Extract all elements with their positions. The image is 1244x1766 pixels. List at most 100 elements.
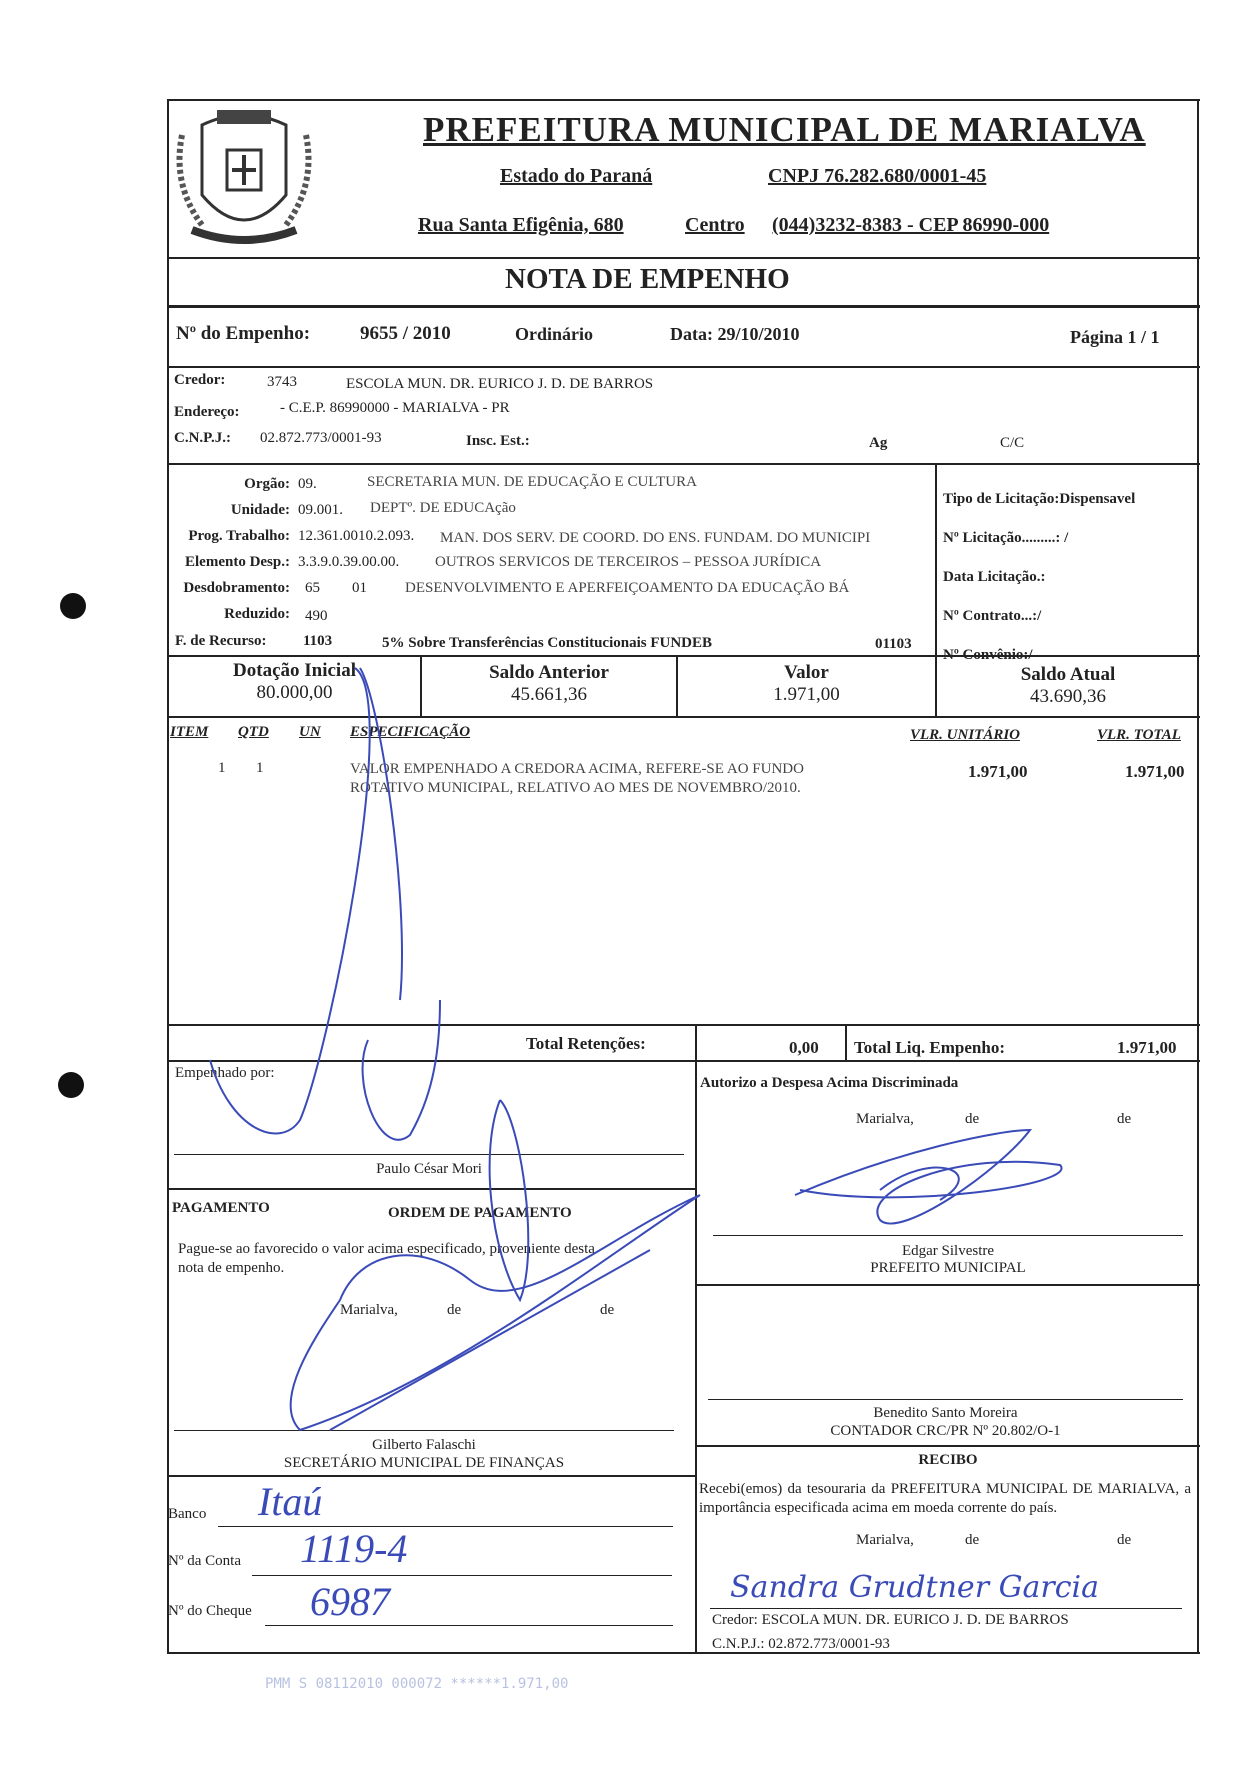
desd-desc: DESENVOLVIMENTO E APERFEIÇOAMENTO DA EDU…: [405, 580, 850, 596]
credor-name: ESCOLA MUN. DR. EURICO J. D. DE BARROS: [346, 376, 654, 392]
divider: [845, 1024, 847, 1061]
contador-signature-block: Benedito Santo Moreira CONTADOR CRC/PR Nº…: [708, 1404, 1183, 1440]
signature-line: [174, 1154, 684, 1155]
item-spec: VALOR EMPENHADO A CREDORA ACIMA, REFERE-…: [350, 760, 804, 798]
empenho-date: Data: 29/10/2010: [670, 324, 800, 344]
endereco-label: Endereço:: [174, 404, 240, 420]
balance-value: 43.690,36: [1030, 686, 1106, 707]
de: de: [1117, 1532, 1132, 1548]
coat-of-arms-logo: [176, 110, 312, 244]
liq-empenho-label: Total Liq. Empenho:: [854, 1038, 1005, 1057]
city: Marialva,: [856, 1532, 914, 1548]
banco-handwritten: Itaú: [258, 1479, 323, 1524]
desd-label: Desdobramento:: [183, 580, 290, 596]
recibo-credor: Credor: ESCOLA MUN. DR. EURICO J. D. DE …: [712, 1612, 1069, 1628]
signature-line: [708, 1399, 1183, 1400]
elem-desc: OUTROS SERVICOS DE TERCEIROS – PESSOA JU…: [435, 554, 822, 570]
numero-convenio: Nº Convênio:/: [943, 647, 1033, 663]
spec-line: ROTATIVO MUNICIPAL, RELATIVO AO MES DE N…: [350, 780, 801, 796]
signature-stroke: [361, 999, 441, 1141]
contador-role: CONTADOR CRC/PR Nº 20.802/O-1: [830, 1423, 1061, 1439]
orgao-desc: SECRETARIA MUN. DE EDUCAÇÃO E CULTURA: [367, 474, 697, 490]
frame-top: [167, 99, 1200, 101]
valor: Valor 1.971,00: [678, 662, 935, 706]
empenho-number: 9655 / 2010: [360, 323, 451, 344]
unidade-code: 09.001.: [298, 502, 343, 518]
prefeito-signature-block: Edgar Silvestre PREFEITO MUNICIPAL: [713, 1243, 1183, 1277]
reduzido-code: 490: [305, 608, 328, 624]
reduzido-label: Reduzido:: [224, 606, 290, 622]
cnpj-label: C.N.P.J.:: [174, 430, 231, 446]
empenho-type: Ordinário: [515, 324, 594, 344]
orgao-label: Orgão:: [244, 476, 290, 492]
credor-handwritten-signature: Sandra Grudtner Garcia: [730, 1570, 1100, 1605]
divider: [167, 655, 1200, 657]
signature-line: [713, 1235, 1183, 1236]
divider: [167, 305, 1200, 308]
divider: [935, 463, 937, 655]
prefeito-signature-stroke: [794, 1128, 1063, 1225]
fonte-code: 1103: [303, 633, 333, 649]
conta-handwritten: 1119-4: [300, 1526, 408, 1571]
balance-value: 1.971,00: [773, 684, 840, 705]
col-un: UN: [299, 724, 321, 740]
municipality-title: PREFEITURA MUNICIPAL DE MARIALVA: [423, 110, 1146, 149]
liq-empenho-value: 1.971,00: [1117, 1038, 1177, 1057]
city: Marialva,: [856, 1111, 914, 1127]
empenhado-label: Empenhado por:: [175, 1065, 275, 1081]
divider: [167, 1475, 697, 1477]
punch-hole: [58, 1072, 84, 1098]
validation-stamp: PMM S 08112010 000072 ******1.971,00: [265, 1676, 569, 1692]
credor-label: Credor:: [174, 372, 226, 388]
secretario-name: Gilberto Falaschi: [372, 1437, 476, 1453]
cheque-handwritten: 6987: [310, 1579, 390, 1624]
divider: [695, 1445, 1200, 1447]
credor-code: 3743: [267, 374, 297, 390]
elem-code: 3.3.9.0.39.00.00.: [298, 554, 400, 570]
district: Centro: [685, 214, 745, 236]
contador-name: Benedito Santo Moreira: [873, 1405, 1018, 1421]
signature-line: [174, 1430, 674, 1431]
item-unit-value: 1.971,00: [968, 762, 1028, 781]
col-item: ITEM: [170, 724, 209, 740]
address: Rua Santa Efigênia, 680: [418, 214, 624, 236]
item-qtd: 1: [256, 760, 264, 776]
fonte-code-2: 01103: [875, 636, 912, 652]
balance-label: Saldo Atual: [1020, 664, 1116, 685]
ag-label: Ag: [869, 435, 888, 451]
insc-label: Insc. Est.:: [466, 433, 530, 449]
balance-label: Saldo Anterior: [489, 662, 609, 683]
divider: [420, 655, 422, 717]
retencoes-label: Total Retenções:: [526, 1034, 646, 1053]
item-number: 1: [218, 760, 226, 776]
de: de: [965, 1111, 980, 1127]
desd-code: 65: [305, 580, 320, 596]
licitacao-block: Tipo de Licitação:Dispensavel Nº Licitaç…: [943, 480, 1135, 675]
col-vlr-unitario: VLR. UNITÁRIO: [910, 727, 1021, 743]
recibo-title: RECIBO: [918, 1452, 978, 1468]
autorizo-label: Autorizo a Despesa Acima Discriminada: [700, 1075, 959, 1091]
doc-title: NOTA DE EMPENHO: [505, 263, 790, 295]
saldo-atual: Saldo Atual 43.690,36: [937, 664, 1199, 708]
text-line: Pague-se ao favorecido o valor acima esp…: [178, 1241, 595, 1257]
dotacao-inicial: Dotação Inicial 80.000,00: [169, 660, 420, 704]
divider: [167, 1060, 1200, 1062]
tipo-licitacao: Tipo de Licitação:Dispensavel: [943, 491, 1136, 507]
prefeito-role: PREFEITO MUNICIPAL: [870, 1260, 1026, 1276]
col-vlr-total: VLR. TOTAL: [1097, 727, 1181, 743]
pagamento-text: Pague-se ao favorecido o valor acima esp…: [178, 1240, 595, 1278]
signature-stroke: [209, 667, 371, 1135]
frame-bottom: [167, 1652, 1200, 1654]
balance-value: 80.000,00: [256, 682, 333, 703]
de: de: [600, 1302, 615, 1318]
divider: [167, 257, 1200, 259]
spec-line: VALOR EMPENHADO A CREDORA ACIMA, REFERE-…: [350, 761, 804, 777]
cheque-label: Nº do Cheque: [168, 1603, 252, 1619]
divider: [167, 716, 1200, 718]
divider: [167, 366, 1200, 368]
retencoes-value: 0,00: [789, 1038, 819, 1057]
prog-desc: MAN. DOS SERV. DE COORD. DO ENS. FUNDAM.…: [440, 530, 871, 546]
empenhado-name: Paulo César Mori: [376, 1161, 482, 1177]
conta-label: Nº da Conta: [168, 1553, 241, 1569]
